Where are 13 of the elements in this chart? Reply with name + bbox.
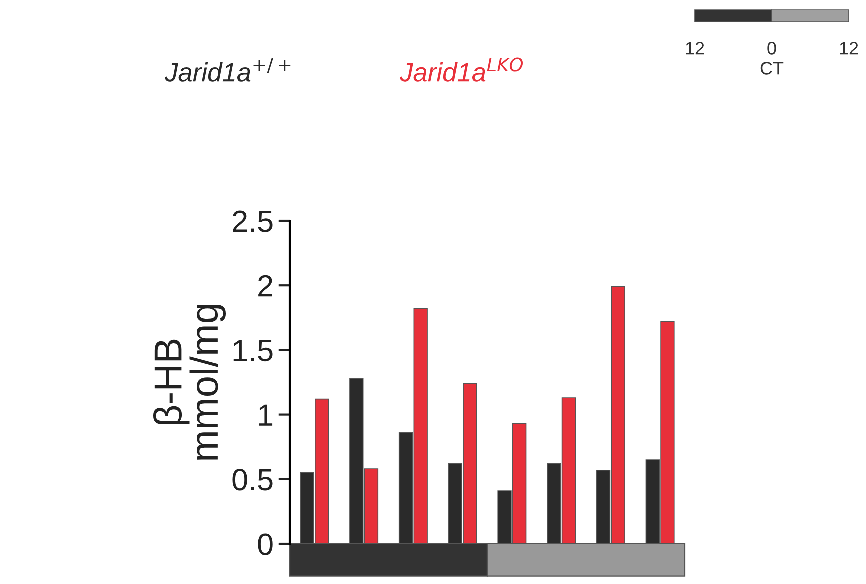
text: 12 [840, 42, 858, 55]
y-tick-label: 0 [258, 534, 273, 556]
text: 12 [686, 42, 704, 55]
text: CT [760, 62, 784, 75]
text: Jarid1a$^{+/+}$ [164, 58, 291, 82]
y-tick-label: 2 [258, 275, 272, 297]
y-axis-title: β-HB mmol/mg [153, 305, 226, 460]
y-tick-label: 0.5 [232, 469, 273, 491]
text: 0 [768, 42, 776, 55]
y-tick-label: 1.5 [234, 340, 273, 362]
y-tick-label: 2.5 [233, 210, 273, 232]
text: Jarid1a$^{LKO}$ [400, 58, 524, 82]
y-tick-label: 1 [259, 404, 273, 426]
